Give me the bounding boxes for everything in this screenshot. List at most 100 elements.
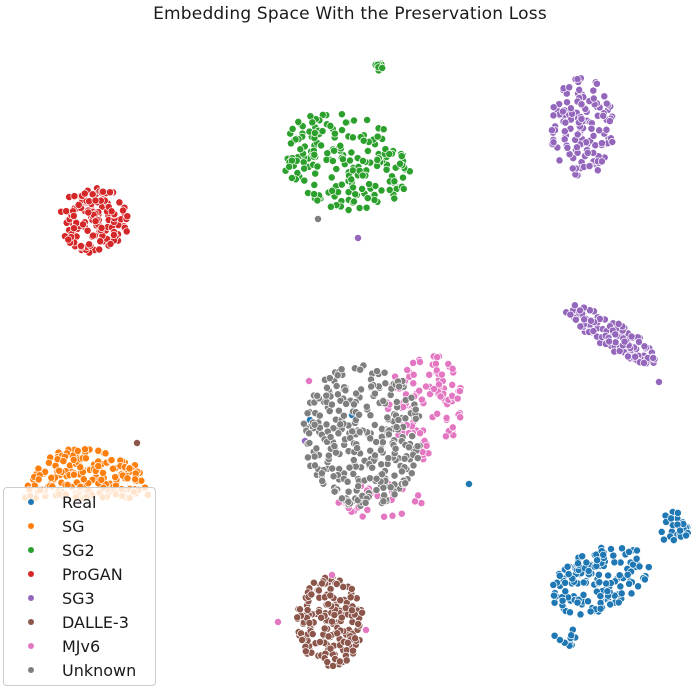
point-sg3 <box>589 86 598 95</box>
point-real <box>563 562 572 571</box>
point-dalle-3 <box>333 629 342 638</box>
point-progan <box>95 245 104 254</box>
point-unknown <box>333 390 342 399</box>
point-unknown <box>366 434 375 443</box>
point-real <box>618 544 626 553</box>
point-unknown <box>390 490 399 499</box>
point-sg2 <box>382 165 391 174</box>
point-sg <box>79 475 88 484</box>
point-real <box>669 536 678 545</box>
point-unknown <box>337 494 346 503</box>
point-unknown <box>386 483 395 492</box>
point-sg2 <box>337 110 346 119</box>
point-unknown <box>355 427 364 436</box>
point-sg <box>94 446 103 455</box>
point-progan <box>70 192 79 201</box>
point-mjv6 <box>416 429 425 438</box>
point-sg <box>123 474 132 483</box>
point-dalle-3 <box>336 596 345 605</box>
point-sg2 <box>373 155 382 164</box>
point-unknown <box>334 429 343 438</box>
point-mjv6 <box>422 441 431 450</box>
point-unknown <box>377 460 386 469</box>
point-mjv6 <box>431 359 440 368</box>
point-unknown <box>361 498 370 507</box>
point-real <box>578 552 587 561</box>
point-unknown <box>401 479 410 488</box>
point-progan <box>91 196 100 205</box>
point-mjv6 <box>305 377 313 385</box>
point-real <box>610 558 619 567</box>
point-dalle-3 <box>317 613 326 622</box>
point-mjv6 <box>448 423 457 432</box>
point-unknown <box>317 469 326 478</box>
point-dalle-3 <box>305 618 314 627</box>
point-unknown <box>370 389 379 398</box>
legend-marker <box>28 619 34 625</box>
point-dalle-3 <box>314 586 323 595</box>
point-progan <box>84 208 93 217</box>
point-sg3 <box>599 111 608 120</box>
point-sg3 <box>561 118 570 127</box>
point-sg3 <box>597 139 606 148</box>
point-real <box>584 567 593 575</box>
point-unknown <box>371 451 379 460</box>
point-unknown <box>372 474 381 483</box>
point-dalle-3 <box>337 613 346 622</box>
point-sg2 <box>399 173 407 182</box>
point-sg3 <box>602 99 611 108</box>
point-sg3 <box>573 143 581 152</box>
point-sg2 <box>300 164 309 173</box>
point-sg2 <box>346 156 354 165</box>
point-mjv6 <box>363 505 372 514</box>
point-sg2 <box>396 159 404 168</box>
point-real <box>550 598 559 607</box>
point-sg3 <box>585 162 594 171</box>
point-progan <box>115 198 124 207</box>
point-sg2 <box>379 125 388 134</box>
point-real <box>599 550 608 559</box>
point-sg3 <box>555 156 564 165</box>
point-dalle-3 <box>328 617 337 626</box>
point-sg2 <box>358 184 367 193</box>
point-real <box>567 631 576 640</box>
point-mjv6 <box>274 618 282 626</box>
point-unknown <box>329 472 338 481</box>
point-unknown <box>352 389 361 398</box>
point-unknown <box>383 413 392 422</box>
point-unknown <box>349 469 358 478</box>
point-dalle-3 <box>298 636 307 644</box>
point-mjv6 <box>416 358 424 366</box>
point-real <box>561 587 570 596</box>
point-real <box>550 631 559 640</box>
point-real <box>602 579 611 588</box>
point-sg3 <box>635 337 643 346</box>
point-sg3 <box>549 138 558 147</box>
point-dalle-3 <box>316 638 324 646</box>
point-real <box>644 563 653 572</box>
point-mjv6 <box>434 380 443 389</box>
point-sg3 <box>580 315 589 324</box>
point-sg2 <box>365 180 374 189</box>
point-mjv6 <box>358 512 367 521</box>
point-sg2 <box>286 139 295 148</box>
point-sg3 <box>577 100 586 109</box>
point-sg2 <box>385 150 394 159</box>
point-real <box>606 600 615 609</box>
point-sg2 <box>323 149 332 158</box>
point-dalle-3 <box>326 585 335 593</box>
point-progan <box>69 211 78 220</box>
point-mjv6 <box>448 380 457 389</box>
point-sg2 <box>326 202 335 211</box>
point-unknown <box>368 463 377 472</box>
legend-item-sg: SG <box>4 514 155 538</box>
point-dalle-3 <box>343 638 352 647</box>
point-sg2 <box>310 129 319 137</box>
point-unknown <box>313 391 322 400</box>
point-unknown <box>354 482 363 491</box>
legend-marker <box>28 499 34 505</box>
point-unknown <box>381 379 390 388</box>
point-real <box>594 570 603 579</box>
point-sg2 <box>336 141 345 150</box>
